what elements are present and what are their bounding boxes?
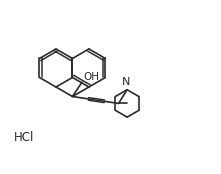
Text: OH: OH (83, 72, 99, 82)
Text: HCl: HCl (13, 131, 34, 144)
Text: N: N (122, 77, 130, 88)
